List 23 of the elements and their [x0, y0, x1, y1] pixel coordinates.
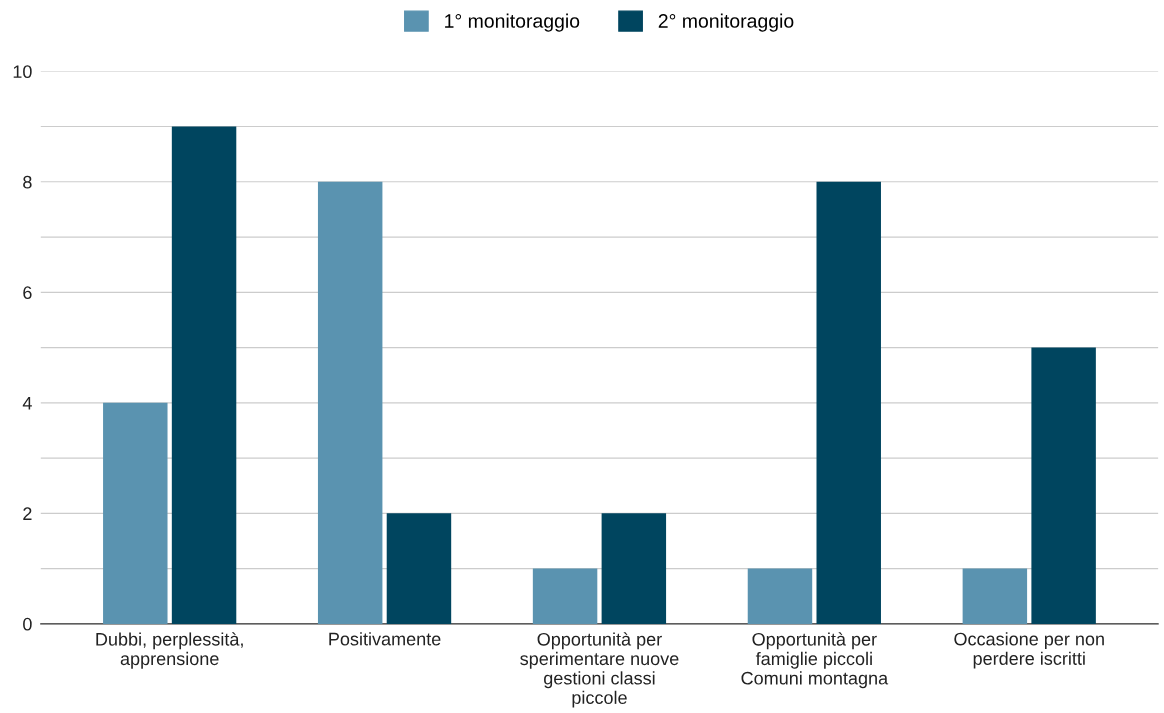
bar — [601, 513, 667, 624]
y-tick-label: 6 — [23, 286, 32, 300]
y-tick-label: 2 — [23, 507, 32, 520]
x-tick-label: Opportunità per famiglie piccoli Comuni montagna — [741, 632, 889, 689]
bar — [1031, 347, 1096, 624]
bar — [747, 568, 813, 624]
bar — [386, 513, 452, 624]
bar — [532, 568, 598, 624]
y-tick-label: 0 — [23, 617, 32, 631]
y-tick-label: 10 — [13, 65, 32, 79]
x-tick-label: Opportunità per sperimentare nuove gestioni classi piccole — [520, 632, 679, 708]
x-tick-label: Positivamente — [329, 632, 441, 646]
x-tick-label: Occasione per non perdere iscritti — [954, 632, 1104, 669]
legend-label: 1° monitoraggio — [445, 13, 580, 32]
y-tick-label: 4 — [22, 396, 32, 410]
x-tick-label: Dubbi, perplessità, apprensione — [96, 632, 243, 669]
bar — [317, 181, 383, 624]
legend-label: 2° monitoraggio — [658, 13, 794, 32]
y-tick-label: 8 — [23, 175, 32, 189]
bar — [103, 402, 168, 624]
bar — [816, 181, 881, 624]
bar — [171, 126, 237, 624]
bar — [962, 568, 1028, 624]
